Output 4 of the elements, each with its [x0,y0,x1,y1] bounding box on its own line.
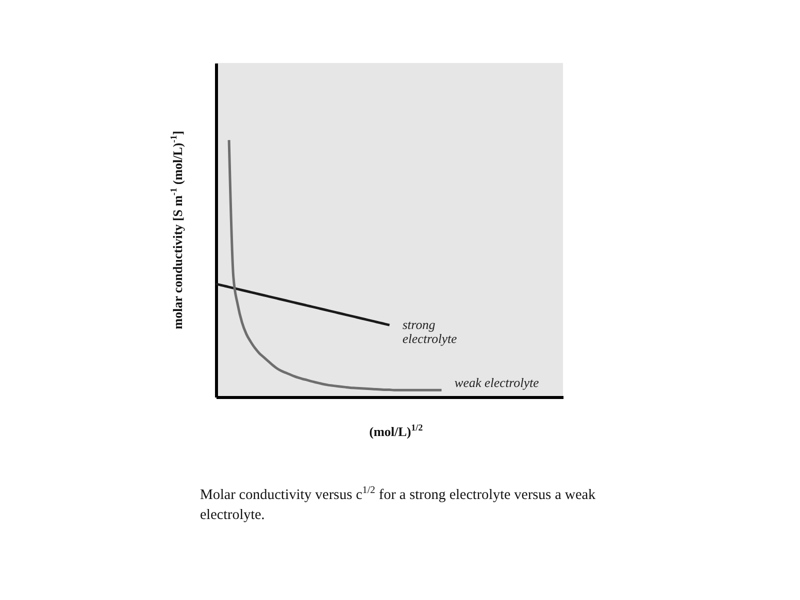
x-axis-title: (mol/L)$^{1/2}$ [369,422,423,440]
series-label: strong electrolyte [402,317,458,346]
text: Molar conductivity versus c$^{1/2}$ for a strong electrolyte versus a weak electrolyte. [200,485,596,523]
series-label: weak electrolyte [454,375,540,390]
